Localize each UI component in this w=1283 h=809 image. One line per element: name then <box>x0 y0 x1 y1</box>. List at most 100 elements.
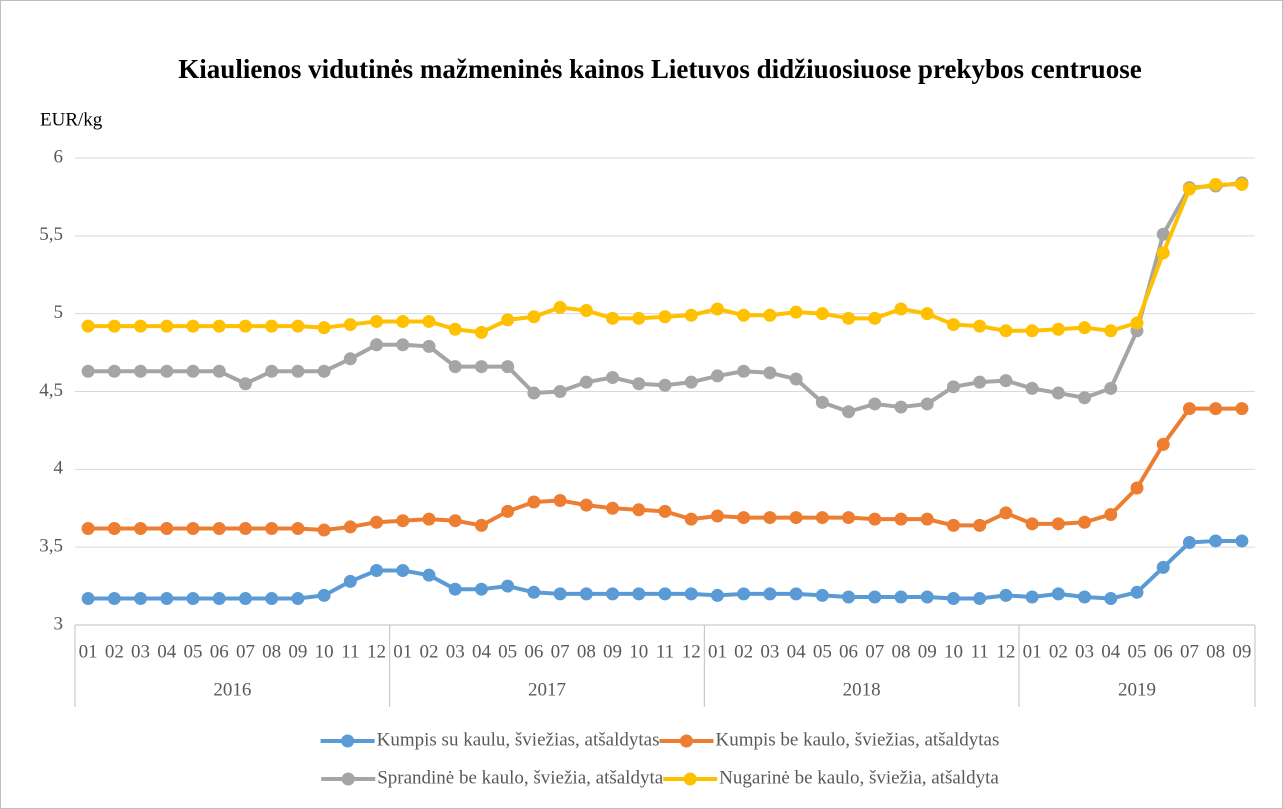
marker <box>448 514 462 528</box>
y-tick-label: 4,5 <box>39 380 63 401</box>
marker <box>396 314 410 328</box>
marker <box>684 512 698 526</box>
x-tick-label: 08 <box>1206 641 1225 662</box>
marker <box>606 370 620 384</box>
marker <box>160 364 174 378</box>
marker <box>894 302 908 316</box>
marker <box>501 579 515 593</box>
marker <box>1209 402 1223 416</box>
legend-marker <box>341 772 355 786</box>
x-tick-label: 11 <box>341 641 359 662</box>
marker <box>920 590 934 604</box>
marker <box>1130 481 1144 495</box>
marker <box>186 364 200 378</box>
marker <box>553 300 567 314</box>
x-tick-label: 07 <box>1180 641 1199 662</box>
x-tick-label: 04 <box>472 641 492 662</box>
marker <box>396 514 410 528</box>
marker <box>160 319 174 333</box>
marker <box>684 587 698 601</box>
marker <box>606 587 620 601</box>
marker <box>1104 507 1118 521</box>
x-tick-label: 04 <box>1101 641 1121 662</box>
y-axis-label: EUR/kg <box>40 109 103 130</box>
x-tick-label: 09 <box>1232 641 1251 662</box>
marker <box>606 501 620 515</box>
x-tick-label: 01 <box>393 641 412 662</box>
marker <box>710 302 724 316</box>
x-tick-label: 07 <box>236 641 255 662</box>
x-group-label: 2018 <box>843 679 881 700</box>
y-tick-label: 4 <box>54 458 64 479</box>
marker <box>1104 592 1118 606</box>
marker <box>474 325 488 339</box>
legend-label: Kumpis be kaulo, šviežias, atšaldytas <box>715 729 999 750</box>
x-tick-label: 10 <box>315 641 334 662</box>
marker <box>789 587 803 601</box>
marker <box>291 319 305 333</box>
y-tick-label: 6 <box>54 146 64 167</box>
marker <box>999 324 1013 338</box>
marker <box>868 311 882 325</box>
marker <box>291 521 305 535</box>
marker <box>343 352 357 366</box>
marker <box>1025 517 1039 531</box>
x-tick-label: 04 <box>157 641 177 662</box>
marker <box>343 318 357 332</box>
marker <box>920 397 934 411</box>
x-tick-label: 04 <box>787 641 807 662</box>
marker <box>763 511 777 525</box>
marker <box>894 590 908 604</box>
y-tick-label: 3,5 <box>39 536 63 557</box>
x-tick-label: 02 <box>105 641 124 662</box>
marker <box>737 511 751 525</box>
marker <box>579 498 593 512</box>
marker <box>632 503 646 517</box>
marker <box>370 564 384 578</box>
marker <box>1025 324 1039 338</box>
marker <box>107 364 121 378</box>
series-line <box>88 180 1243 414</box>
marker <box>842 511 856 525</box>
x-tick-label: 12 <box>682 641 701 662</box>
x-tick-label: 02 <box>734 641 753 662</box>
x-tick-label: 01 <box>708 641 727 662</box>
x-tick-label: 09 <box>918 641 937 662</box>
marker <box>186 592 200 606</box>
marker <box>107 592 121 606</box>
x-tick-label: 03 <box>760 641 779 662</box>
marker <box>134 364 148 378</box>
chart-title: Kiaulienos vidutinės mažmeninės kainos L… <box>178 54 1142 84</box>
x-tick-label: 12 <box>367 641 386 662</box>
marker <box>186 521 200 535</box>
marker <box>343 574 357 588</box>
marker <box>553 385 567 398</box>
legend-label: Kumpis su kaulu, šviežias, atšaldytas <box>377 729 660 750</box>
marker <box>815 511 829 525</box>
marker <box>396 338 410 352</box>
marker <box>999 374 1013 388</box>
x-tick-label: 01 <box>79 641 98 662</box>
marker <box>737 308 751 322</box>
marker <box>579 587 593 601</box>
marker <box>81 319 95 333</box>
marker <box>212 521 226 535</box>
marker <box>81 592 95 606</box>
marker <box>1156 246 1170 260</box>
marker <box>1025 381 1039 395</box>
marker <box>265 319 279 333</box>
marker <box>1051 517 1065 531</box>
marker <box>343 520 357 534</box>
marker <box>1025 590 1039 604</box>
marker <box>212 319 226 333</box>
marker <box>370 338 384 352</box>
marker <box>920 512 934 526</box>
marker <box>474 582 488 596</box>
marker <box>1051 386 1065 400</box>
y-tick-label: 5 <box>54 302 64 323</box>
marker <box>632 587 646 601</box>
x-tick-label: 12 <box>996 641 1015 662</box>
marker <box>946 518 960 532</box>
x-tick-label: 08 <box>262 641 281 662</box>
